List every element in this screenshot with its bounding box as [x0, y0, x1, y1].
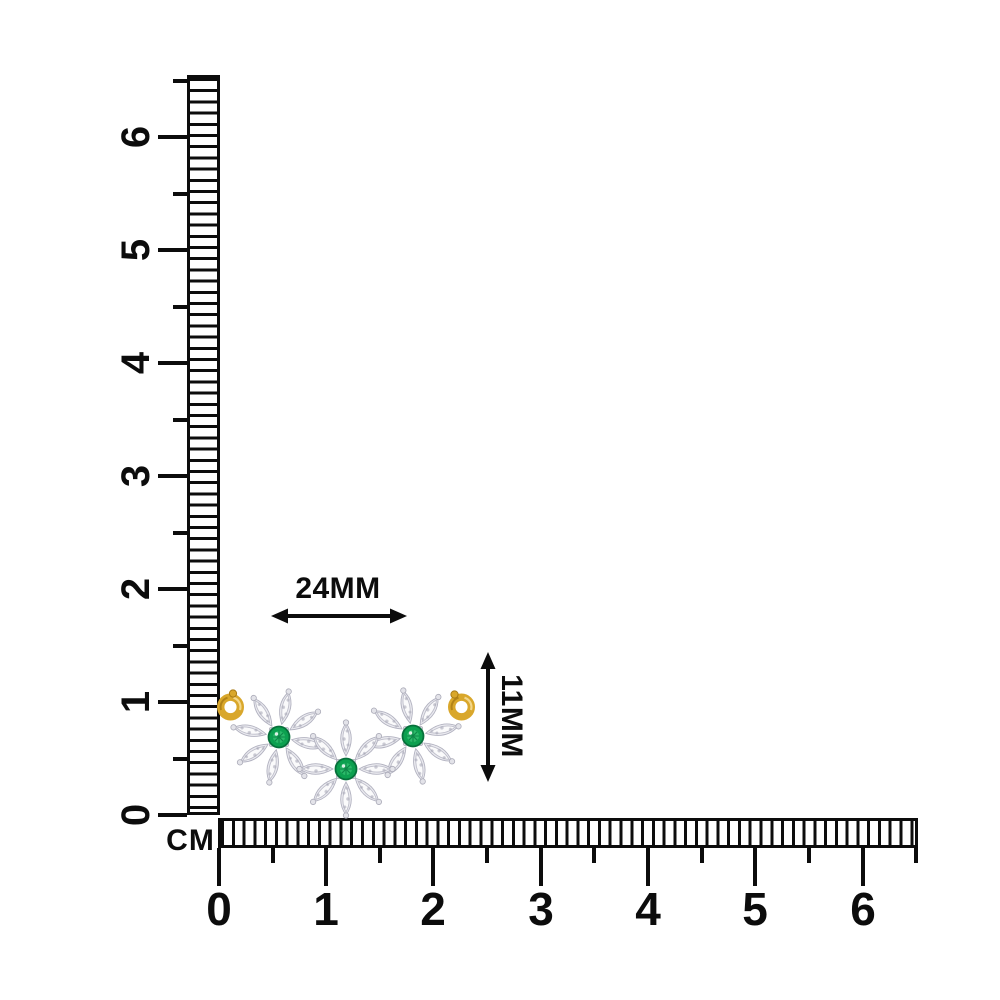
horizontal-halftick — [700, 848, 704, 863]
horizontal-ruler-number-4: 4 — [635, 883, 661, 935]
width-dimension-label: 24MM — [295, 572, 381, 605]
emerald-stone-middle — [334, 757, 358, 781]
horizontal-tick-5 — [753, 848, 757, 886]
horizontal-tick-4 — [646, 848, 650, 886]
vertical-halftick — [173, 305, 187, 309]
vertical-tick-5 — [158, 248, 187, 252]
height-dimension-label: 11MM — [495, 674, 528, 758]
pendant-image — [200, 686, 490, 819]
horizontal-ruler-number-1: 1 — [313, 883, 339, 935]
horizontal-tick-2 — [431, 848, 435, 886]
vertical-halftick — [173, 192, 187, 196]
emerald-stone-left — [267, 725, 291, 749]
vertical-halftick — [173, 531, 187, 535]
vertical-tick-0 — [158, 813, 187, 817]
horizontal-halftick — [592, 848, 596, 863]
vertical-tick-4 — [158, 361, 187, 365]
horizontal-tick-6 — [861, 848, 865, 886]
vertical-halftick — [173, 79, 187, 83]
horizontal-tick-0 — [217, 848, 221, 886]
vertical-ruler-number-1: 1 — [113, 690, 158, 714]
horizontal-halftick — [378, 848, 382, 863]
horizontal-ruler-number-2: 2 — [420, 883, 446, 935]
ruler-unit-label: CM — [166, 824, 215, 857]
width-dimension-arrow — [271, 608, 407, 624]
vertical-ruler-number-5: 5 — [113, 238, 158, 262]
horizontal-ruler-number-5: 5 — [742, 883, 768, 935]
vertical-ruler-number-0: 0 — [113, 803, 158, 827]
vertical-halftick — [173, 757, 187, 761]
horizontal-ruler-strip — [218, 818, 918, 848]
horizontal-ruler-number-0: 0 — [206, 883, 232, 935]
vertical-halftick — [173, 644, 187, 648]
horizontal-halftick — [914, 848, 918, 863]
vertical-halftick — [173, 418, 187, 422]
horizontal-ruler-number-3: 3 — [528, 883, 554, 935]
vertical-tick-6 — [158, 135, 187, 139]
horizontal-tick-1 — [324, 848, 328, 886]
right-gold-ring — [451, 690, 472, 717]
vertical-ruler-number-3: 3 — [113, 464, 158, 488]
vertical-tick-1 — [158, 700, 187, 704]
vertical-ruler-number-6: 6 — [113, 125, 158, 149]
horizontal-halftick — [807, 848, 811, 863]
vertical-ruler-number-2: 2 — [113, 577, 158, 601]
emerald-stone-right — [401, 724, 425, 748]
horizontal-tick-3 — [539, 848, 543, 886]
horizontal-halftick — [485, 848, 489, 863]
left-gold-ring — [221, 689, 241, 717]
height-dimension-arrow — [480, 652, 496, 782]
vertical-tick-2 — [158, 587, 187, 591]
horizontal-halftick — [271, 848, 275, 863]
horizontal-ruler-number-6: 6 — [850, 883, 876, 935]
vertical-ruler-strip — [187, 75, 220, 815]
vertical-tick-3 — [158, 474, 187, 478]
vertical-ruler-number-4: 4 — [113, 351, 158, 375]
